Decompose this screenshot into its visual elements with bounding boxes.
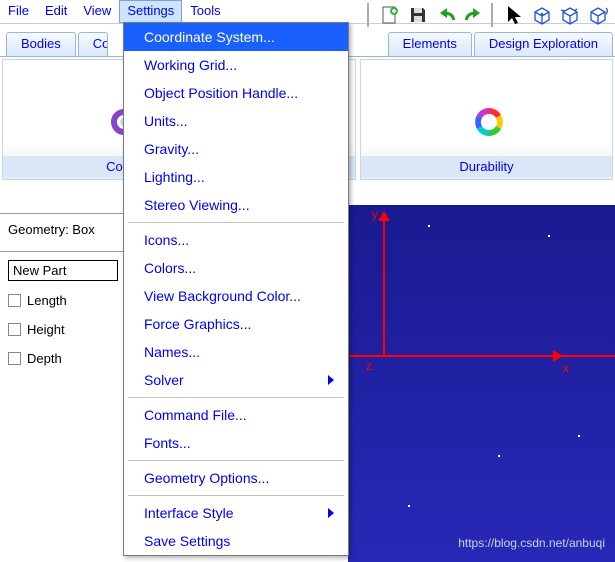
- redo-icon[interactable]: [461, 2, 487, 28]
- menu-file[interactable]: File: [0, 0, 37, 23]
- submenu-arrow-icon: [328, 375, 334, 385]
- properties-panel: Geometry: Box Length Height Depth: [0, 205, 135, 388]
- menu-item-label: Interface Style: [144, 505, 234, 521]
- axis-y-arrow: [378, 211, 390, 221]
- watermark: https://blog.csdn.net/anbuqi: [458, 536, 605, 550]
- menu-item-gravity[interactable]: Gravity...: [124, 135, 348, 163]
- part-name-input[interactable]: [8, 260, 118, 281]
- axis-y-line: [383, 215, 385, 355]
- toolbar-separator: [367, 3, 373, 27]
- star-dot: [548, 235, 550, 237]
- menu-tools[interactable]: Tools: [182, 0, 228, 23]
- menu-item-icons[interactable]: Icons...: [124, 226, 348, 254]
- menu-item-label: Stereo Viewing...: [144, 197, 250, 213]
- toolbar-separator: [491, 3, 497, 27]
- menu-item-names[interactable]: Names...: [124, 338, 348, 366]
- menu-item-label: Command File...: [144, 407, 247, 423]
- menu-item-working-grid[interactable]: Working Grid...: [124, 51, 348, 79]
- menu-separator: [128, 495, 344, 496]
- menu-item-label: Object Position Handle...: [144, 85, 298, 101]
- menu-item-stereo-viewing[interactable]: Stereo Viewing...: [124, 191, 348, 219]
- menu-item-label: Icons...: [144, 232, 189, 248]
- star-dot: [408, 505, 410, 507]
- menu-item-view-background-color[interactable]: View Background Color...: [124, 282, 348, 310]
- menu-item-label: Working Grid...: [144, 57, 237, 73]
- tab-design-exploration[interactable]: Design Exploration: [474, 32, 613, 56]
- menu-settings[interactable]: Settings: [119, 0, 182, 23]
- axis-label-x: x: [563, 361, 569, 375]
- menu-item-label: Names...: [144, 344, 200, 360]
- new-doc-icon[interactable]: [377, 2, 403, 28]
- menu-view[interactable]: View: [75, 0, 119, 23]
- menu-item-lighting[interactable]: Lighting...: [124, 163, 348, 191]
- prop-label: Height: [27, 322, 65, 337]
- menu-item-interface-style[interactable]: Interface Style: [124, 499, 348, 527]
- menu-separator: [128, 222, 344, 223]
- prop-label: Length: [27, 293, 67, 308]
- menu-item-label: Coordinate System...: [144, 29, 275, 45]
- axis-label-z: z: [366, 359, 372, 373]
- menu-item-label: Colors...: [144, 260, 196, 276]
- menu-item-force-graphics[interactable]: Force Graphics...: [124, 310, 348, 338]
- undo-icon[interactable]: [433, 2, 459, 28]
- star-dot: [578, 435, 580, 437]
- menu-item-label: Force Graphics...: [144, 316, 251, 332]
- divider: [0, 251, 135, 252]
- axis-label-y: y: [372, 207, 378, 221]
- length-checkbox[interactable]: [8, 294, 21, 307]
- menu-item-colors[interactable]: Colors...: [124, 254, 348, 282]
- star-dot: [428, 225, 430, 227]
- toolbar: [361, 0, 615, 30]
- menu-item-geometry-options[interactable]: Geometry Options...: [124, 464, 348, 492]
- ribbon-group-label: Durability: [361, 156, 612, 177]
- menu-item-object-position-handle[interactable]: Object Position Handle...: [124, 79, 348, 107]
- prop-row-length: Length: [8, 293, 127, 308]
- cube3-icon[interactable]: [585, 2, 611, 28]
- menu-item-label: Gravity...: [144, 141, 199, 157]
- menu-item-label: Fonts...: [144, 435, 191, 451]
- axis-x-line: [348, 355, 615, 357]
- gear-rainbow-icon[interactable]: [471, 104, 503, 136]
- depth-checkbox[interactable]: [8, 352, 21, 365]
- viewport-3d[interactable]: y x z https://blog.csdn.net/anbuqi: [348, 205, 615, 562]
- save-icon[interactable]: [405, 2, 431, 28]
- menu-separator: [128, 397, 344, 398]
- menu-item-label: Solver: [144, 372, 184, 388]
- tab-partial[interactable]: Co: [78, 32, 108, 56]
- axis-x-arrow: [553, 350, 563, 362]
- menu-item-fonts[interactable]: Fonts...: [124, 429, 348, 457]
- menu-item-label: Lighting...: [144, 169, 205, 185]
- menu-edit[interactable]: Edit: [37, 0, 75, 23]
- menu-item-label: Units...: [144, 113, 188, 129]
- ribbon-group-durability: Durability: [360, 59, 613, 180]
- cursor-icon[interactable]: [501, 2, 527, 28]
- menu-separator: [128, 460, 344, 461]
- menu-item-command-file[interactable]: Command File...: [124, 401, 348, 429]
- divider: [0, 213, 135, 214]
- submenu-arrow-icon: [328, 508, 334, 518]
- menu-item-label: Save Settings: [144, 533, 230, 549]
- menu-item-coordinate-system[interactable]: Coordinate System...: [124, 23, 348, 51]
- tab-elements[interactable]: Elements: [388, 32, 472, 56]
- menu-item-label: View Background Color...: [144, 288, 301, 304]
- menu-item-solver[interactable]: Solver: [124, 366, 348, 394]
- props-title: Geometry: Box: [8, 222, 127, 237]
- prop-row-height: Height: [8, 322, 127, 337]
- prop-label: Depth: [27, 351, 62, 366]
- menu-item-save-settings[interactable]: Save Settings: [124, 527, 348, 555]
- height-checkbox[interactable]: [8, 323, 21, 336]
- prop-row-depth: Depth: [8, 351, 127, 366]
- tab-bodies[interactable]: Bodies: [6, 32, 76, 56]
- cube1-icon[interactable]: [529, 2, 555, 28]
- menu-item-units[interactable]: Units...: [124, 107, 348, 135]
- star-dot: [498, 455, 500, 457]
- cube2-icon[interactable]: [557, 2, 583, 28]
- settings-dropdown: Coordinate System... Working Grid... Objec…: [123, 22, 349, 556]
- menu-item-label: Geometry Options...: [144, 470, 269, 486]
